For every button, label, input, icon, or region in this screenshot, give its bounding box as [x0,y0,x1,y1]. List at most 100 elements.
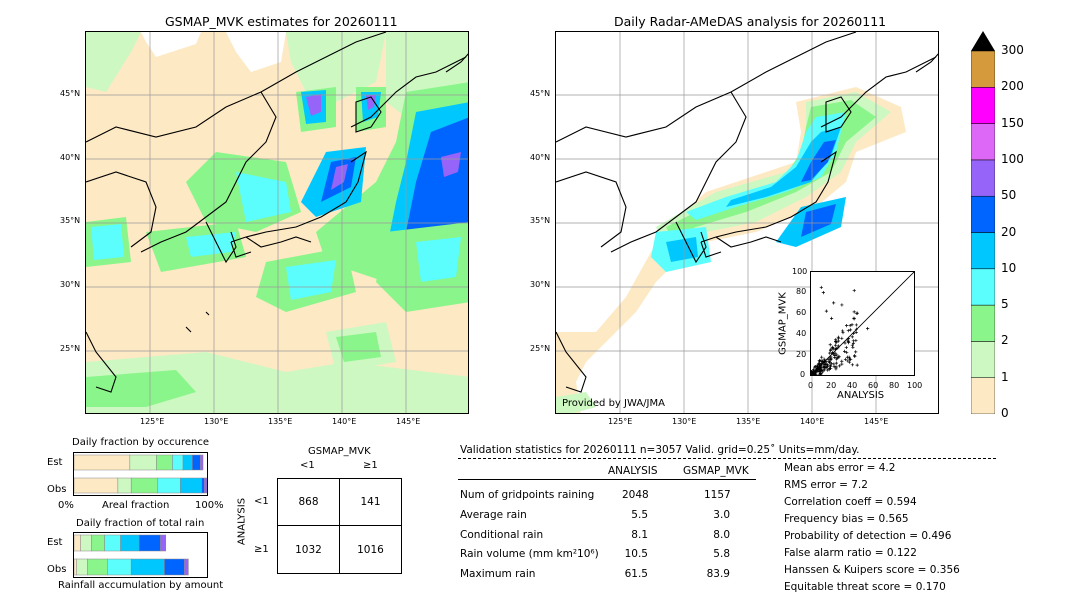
colorbar-tick-label: 200 [1001,79,1024,94]
occurrence-axis-right: 100% [195,500,224,511]
validation-row-gsmap: 3.0 [713,509,730,521]
validation-col-analysis: ANALYSIS [608,465,658,477]
colorbar-segment [970,50,996,88]
scatter-point [825,364,829,368]
colorbar-tick-label: 50 [1001,188,1017,203]
validation-row-gsmap: 8.0 [713,529,730,541]
contingency-cell-ge1-ge1: 1016 [339,525,402,574]
scatter-point [834,343,838,347]
left-lat-label-35: 35°N [60,216,81,225]
score-ets: Equitable threat score = 0.170 [784,581,946,593]
scatter-point [843,357,848,362]
scatter-xlabel: ANALYSIS [837,390,885,401]
occurrence-axis-mid: Areal fraction [102,500,170,511]
left-map [85,31,469,414]
scatter-point [828,343,832,347]
scatter-point [851,345,855,350]
occurrence-segment [204,477,208,494]
scatter-point [836,355,840,359]
colorbar-tick-label: 300 [1001,43,1024,57]
left-lat-label-40: 40°N [60,153,81,162]
occurrence-segment [73,454,131,471]
scatter-point [819,361,823,366]
colorbar-tick-label: 10 [1001,260,1017,275]
left-lon-label-125: 125°E [140,417,165,426]
scatter-point [829,366,833,371]
validation-row-label: Num of gridpoints raining [460,489,595,501]
scatter-point [818,365,822,369]
right-lon-label-130: 130°E [672,417,697,426]
occurrence-row-obs-label: Obs [47,484,67,495]
occurrence-title: Daily fraction by occurence [72,437,210,448]
scatter-point [819,369,824,373]
scatter-point [848,323,852,328]
rain-fraction-segment [138,534,161,552]
validation-row-gsmap: 1157 [704,489,731,501]
scatter-point [834,346,838,350]
contingency-row-label-ge1: ≥1 [254,544,269,555]
scatter-xtick-60: 60 [868,381,879,390]
rain-fraction-chart [73,532,208,578]
occurrence-segment [130,477,159,494]
scatter-xtick-0: 0 [808,381,814,390]
validation-row-label: Rain volume (mm km²10⁶) [460,548,599,560]
scatter-point [835,357,839,361]
scatter-point [852,288,856,293]
rain-fraction-axis-label: Rainfall accumulation by amount [58,580,224,591]
scatter-point [852,310,856,314]
scatter-point [847,355,851,359]
scatter-point [850,363,855,367]
scatter-point [815,366,819,370]
scatter-point [843,341,847,345]
scatter-point [851,331,856,335]
scatter-point [811,373,815,375]
score-correlation: Correlation coeff = 0.594 [784,496,917,508]
left-lon-label-140: 140°E [332,417,357,426]
scatter-point [847,360,852,364]
contingency-col-label-lt1: <1 [300,460,315,471]
scatter-point [819,285,823,290]
scatter-point [833,351,837,355]
scatter-point [844,345,848,350]
scatter-point [836,336,840,340]
scatter-point [818,371,823,375]
scatter-point [846,338,850,342]
scatter-point [835,353,839,357]
validation-row-label: Average rain [460,509,527,521]
right-lon-label-145: 145°E [864,417,889,426]
scatter-ytick-20: 20 [796,350,807,359]
scatter-ytick-0: 0 [800,370,806,379]
scatter-xtick-40: 40 [847,381,858,390]
scatter-ytick-100: 100 [792,267,808,276]
score-far: False alarm ratio = 0.122 [784,547,917,559]
validation-header: Validation statistics for 20260111 n=305… [460,444,860,456]
scatter-point [829,357,833,361]
scatter-point [842,349,847,353]
occurrence-segment [192,454,201,471]
right-lat-label-25: 25°N [530,344,551,353]
contingency-side-label: ANALYSIS [236,497,248,546]
score-frequency-bias: Frequency bias = 0.565 [784,513,909,525]
scatter-point [822,357,826,361]
scatter-point [829,347,833,351]
colorbar-tick-label: 5 [1001,297,1009,312]
rain-fraction-segment [164,558,185,576]
scatter-point [834,361,838,365]
scatter-point [818,359,822,363]
score-mean-abs-error: Mean abs error = 4.2 [784,462,896,474]
colorbar-tick-label: 2 [1001,333,1009,348]
occurrence-chart [73,452,208,496]
scatter-point [820,355,824,359]
scatter-point [826,358,830,362]
validation-row-analysis: 61.5 [624,568,648,580]
scatter-point [828,363,833,368]
right-lon-label-135: 135°E [736,417,761,426]
colorbar-svg [970,31,996,415]
scatter-point [813,365,817,369]
scatter-point [854,327,858,331]
colorbar-segment [970,159,996,197]
rain-fraction-segment [130,558,165,576]
occurrence-segment [157,477,181,494]
scatter-point [829,361,834,366]
scatter-point [853,354,857,359]
